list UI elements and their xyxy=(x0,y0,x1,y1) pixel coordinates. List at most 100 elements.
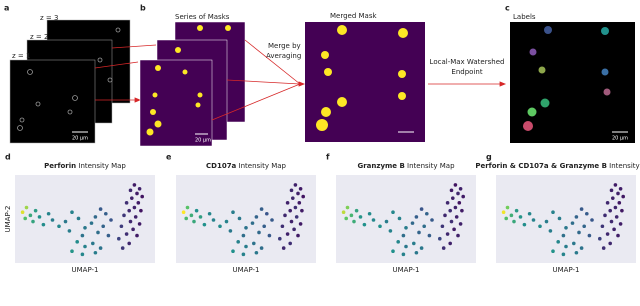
point xyxy=(124,232,129,236)
point xyxy=(454,215,459,219)
point xyxy=(391,249,395,253)
point xyxy=(616,191,620,196)
point xyxy=(288,208,293,213)
panel-title: Series of Masks xyxy=(175,13,230,21)
point xyxy=(613,205,618,210)
point xyxy=(564,226,568,230)
point xyxy=(512,219,516,224)
point xyxy=(291,196,295,200)
point xyxy=(119,224,124,229)
point xyxy=(527,211,532,216)
point xyxy=(101,224,105,229)
point xyxy=(70,249,74,253)
scale-label: 20 μm xyxy=(195,138,211,144)
point xyxy=(452,227,456,232)
point xyxy=(548,229,553,233)
point xyxy=(137,222,142,226)
point xyxy=(414,250,419,255)
plot-title: CD107a Intensity Map xyxy=(206,162,287,170)
point xyxy=(601,246,606,250)
title-bold: Perforin & CD107a & Granzyme B xyxy=(475,162,607,170)
panel-title: Merged Mask xyxy=(330,12,377,20)
point xyxy=(63,219,68,224)
point xyxy=(211,218,216,222)
point xyxy=(401,252,406,257)
point xyxy=(401,233,406,238)
point xyxy=(241,233,246,238)
scale-label: 20 μm xyxy=(612,136,628,142)
point xyxy=(397,216,402,221)
point xyxy=(557,216,562,221)
point xyxy=(501,210,506,214)
point xyxy=(509,213,514,218)
point xyxy=(456,191,460,196)
point xyxy=(582,224,586,229)
point xyxy=(131,227,135,232)
point xyxy=(404,244,408,249)
point xyxy=(425,211,429,216)
panel-letter: b xyxy=(140,4,146,13)
point xyxy=(67,229,72,233)
point xyxy=(278,236,282,241)
plot-area xyxy=(15,175,155,263)
point xyxy=(414,215,419,219)
step-label: Local-Max Watershed xyxy=(430,58,505,66)
point xyxy=(448,208,453,213)
point xyxy=(109,218,113,222)
point xyxy=(122,213,126,218)
point xyxy=(293,183,298,187)
point xyxy=(443,213,447,218)
point xyxy=(294,215,299,219)
point xyxy=(132,205,137,210)
point xyxy=(117,236,121,241)
point xyxy=(461,194,466,199)
point xyxy=(75,240,79,244)
panel-title: Labels xyxy=(513,13,536,21)
point xyxy=(292,227,296,232)
point xyxy=(396,240,401,244)
point xyxy=(91,241,95,246)
point xyxy=(514,208,519,213)
point xyxy=(367,211,372,216)
point xyxy=(57,224,61,229)
point xyxy=(24,205,29,210)
point xyxy=(608,208,612,213)
step-label: Endpoint xyxy=(451,68,482,76)
point xyxy=(202,222,207,227)
point xyxy=(422,224,427,229)
point xyxy=(458,222,463,226)
point xyxy=(80,233,85,238)
point xyxy=(257,230,261,235)
point xyxy=(41,222,46,227)
point xyxy=(207,211,212,216)
point xyxy=(96,230,100,235)
point xyxy=(98,207,103,211)
point xyxy=(613,183,618,187)
point xyxy=(388,229,393,233)
point xyxy=(244,244,248,249)
point xyxy=(362,222,367,227)
point xyxy=(605,201,610,205)
point xyxy=(254,215,259,219)
point xyxy=(574,215,579,219)
point xyxy=(551,249,555,253)
point xyxy=(254,250,259,255)
title-rest: Intensity Map xyxy=(607,162,640,170)
point xyxy=(259,207,264,211)
point xyxy=(531,218,536,222)
x-axis-label: UMAP-1 xyxy=(72,266,99,274)
plot-area xyxy=(496,175,636,263)
point xyxy=(458,187,463,191)
point xyxy=(585,211,589,216)
point xyxy=(445,201,450,205)
point xyxy=(228,229,233,233)
point xyxy=(391,210,395,214)
scale-label: 20 μm xyxy=(72,136,88,142)
point xyxy=(551,210,555,214)
point xyxy=(89,221,94,225)
point xyxy=(612,227,616,232)
panel-letter: g xyxy=(486,153,492,162)
panel-letter: c xyxy=(505,4,510,13)
